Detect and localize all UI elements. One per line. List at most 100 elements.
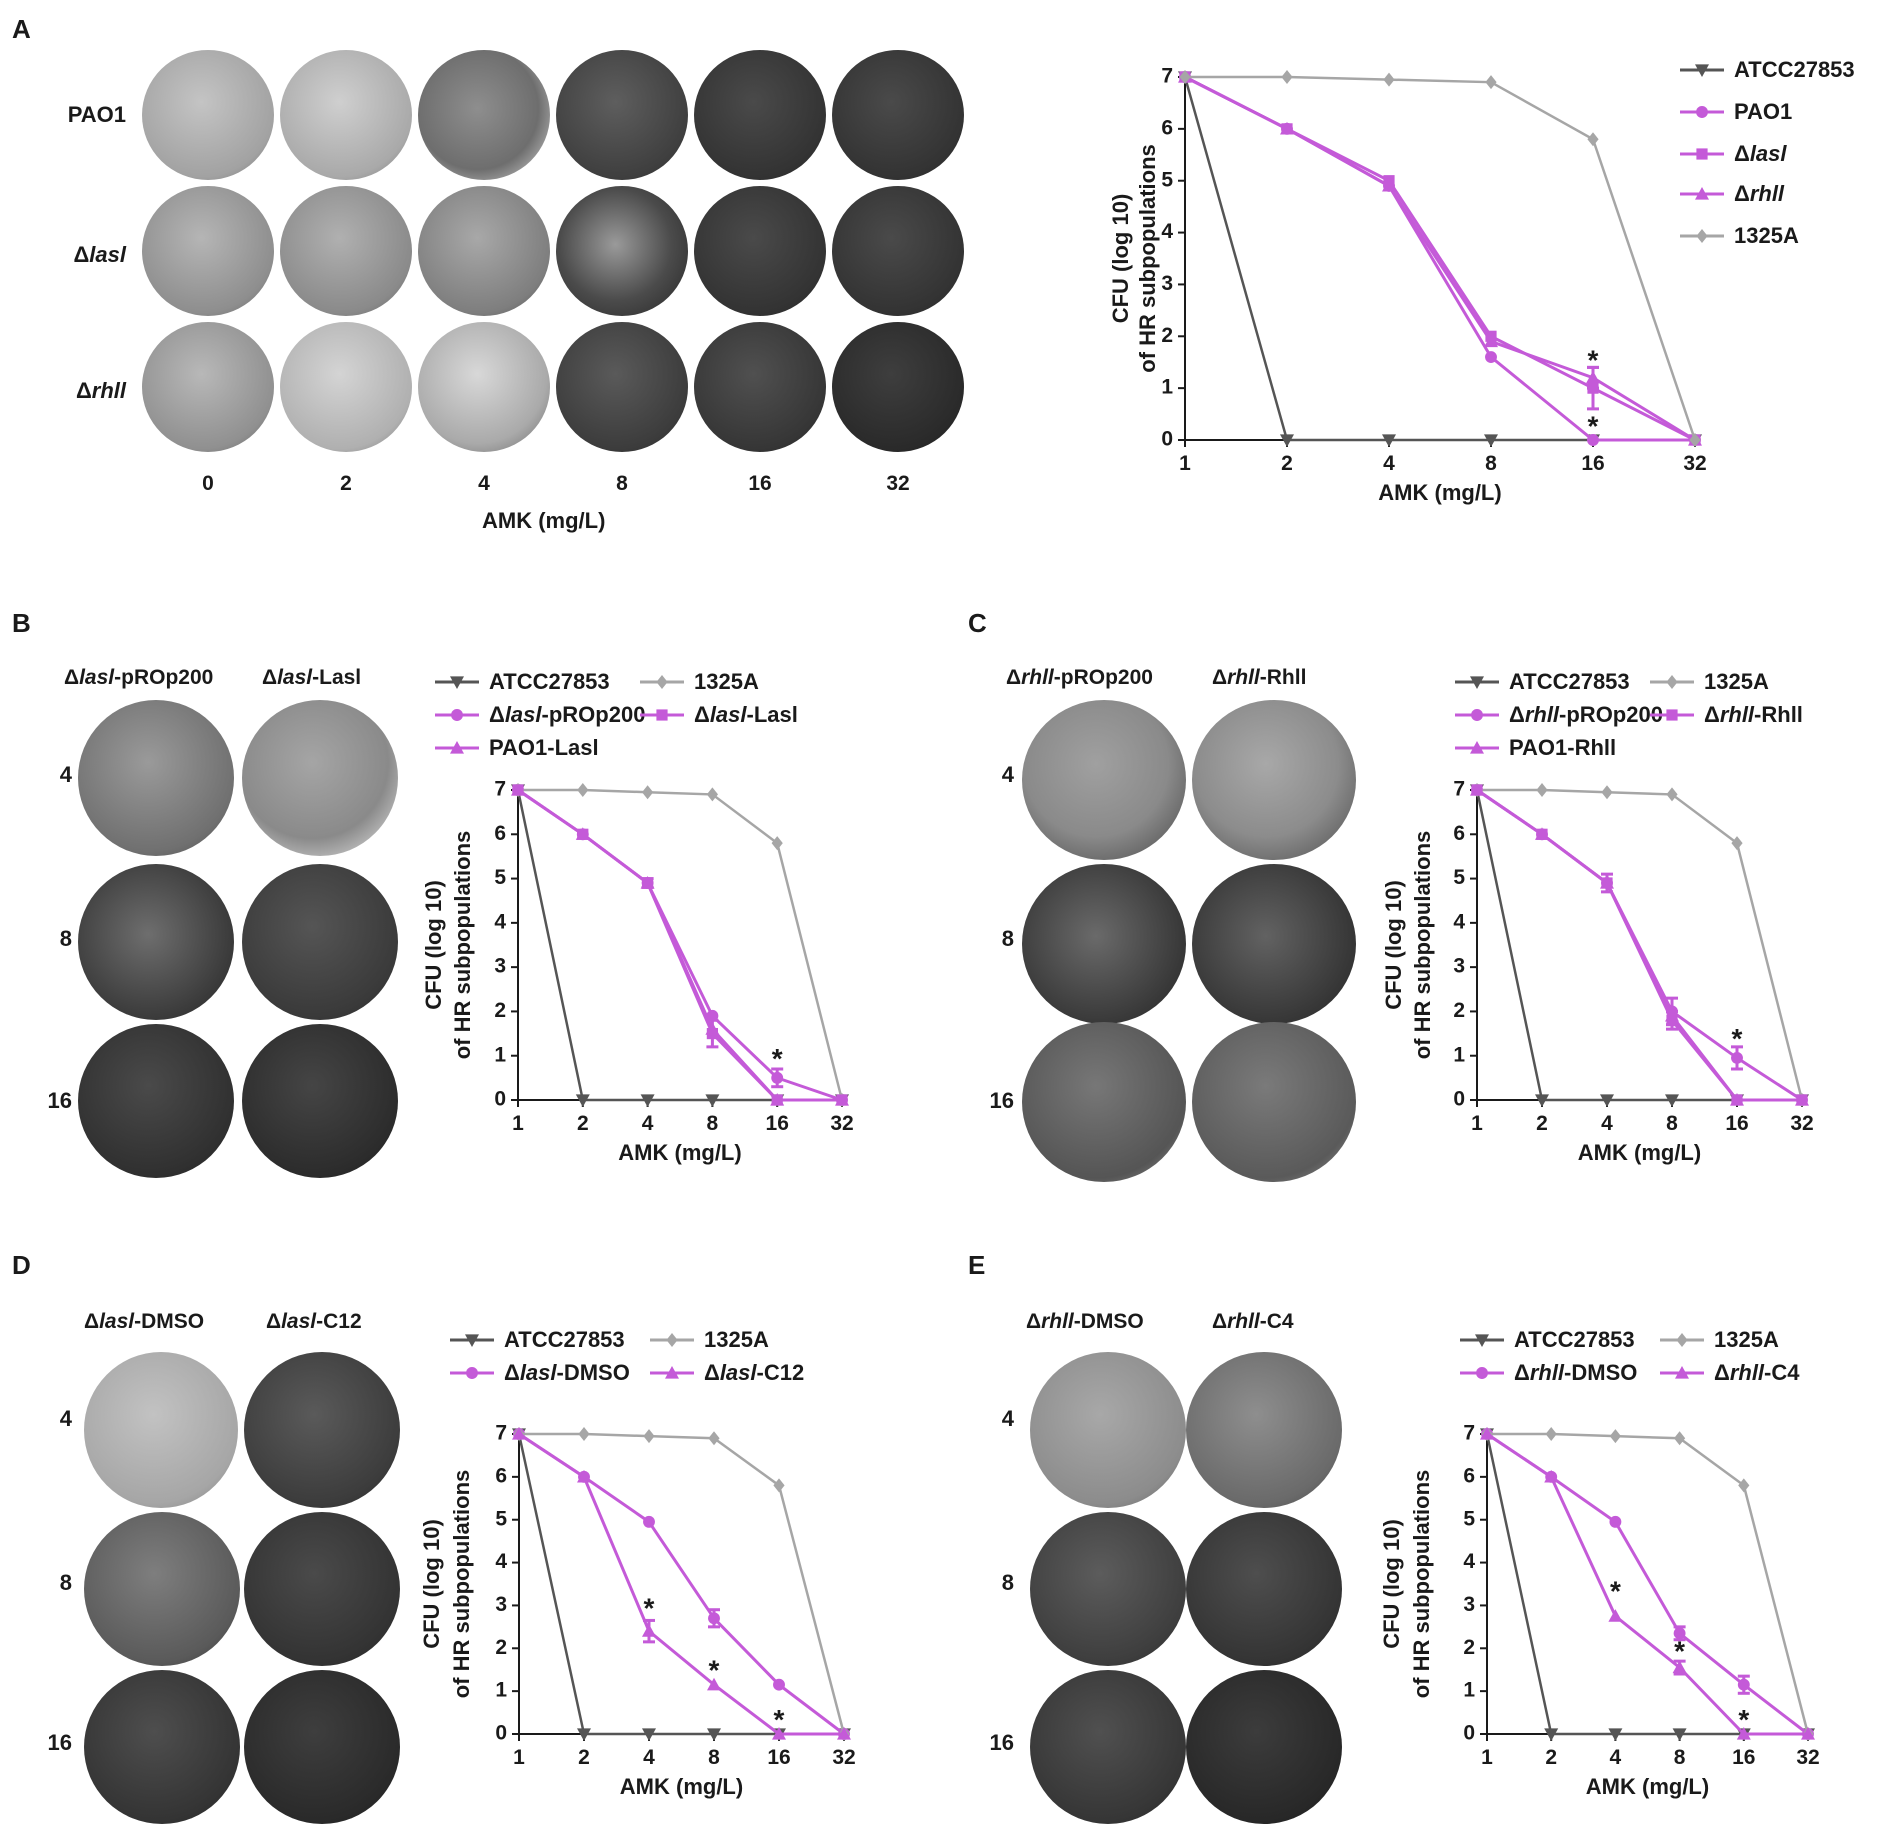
chart-e-ytick-label-0: 0	[1463, 1722, 1475, 1745]
chart-a-legend-2-label: PAO1	[1734, 99, 1792, 124]
chart-b-series-3-line	[517, 788, 842, 1102]
plate-lasl-16	[694, 186, 826, 316]
chart-d-legend-4-label: Δlasl-C12	[704, 1360, 804, 1385]
chart-e-series-2-line	[1486, 1432, 1809, 1736]
chart-b-series-4-line	[518, 788, 844, 1101]
chart-d-series-4-point-2	[577, 1469, 591, 1483]
chart-c-series-1-point-4	[1665, 1094, 1679, 1107]
chart-c-legend-5-label: Δrhll-Rhll	[1704, 702, 1803, 727]
chart-b-series-4-point-3	[642, 785, 654, 800]
col-head-b-1: Δlasl-pROp200	[64, 666, 214, 689]
chart-d-xtick-label-2: 2	[578, 1746, 590, 1769]
chart-a-legend-1-label: ATCC27853	[1734, 57, 1855, 82]
chart-d-series-1-point-3	[642, 1728, 656, 1741]
chart-d-xtick-label-16: 16	[767, 1746, 790, 1769]
conc-label-4: 4	[478, 472, 490, 495]
chart-a-y-title-2: of HR subpopulations	[1135, 144, 1160, 373]
chart-a-series-3-line	[1184, 75, 1696, 442]
plate-d-r3c1	[84, 1670, 240, 1824]
chart-d-y-title-1: CFU (log 10)	[419, 1519, 444, 1649]
row-label-d-8: 8	[59, 1570, 72, 1595]
chart-a-xtick-label-4: 4	[1383, 452, 1395, 475]
chart-a-series-4-point-2	[1280, 121, 1294, 135]
plate-d-r1c1	[84, 1352, 238, 1508]
chart-b-series-5-point-3	[642, 877, 654, 889]
chart-a-series-1-point-2	[1280, 434, 1294, 447]
chart-a-legend-4-marker	[1695, 187, 1709, 200]
chart-b-legend-1-label: ATCC27853	[489, 669, 610, 694]
plate-rhll-16	[694, 322, 826, 452]
chart-e-series-1-point-3	[1608, 1728, 1623, 1741]
chart-e-ytick-label-6: 6	[1463, 1464, 1475, 1487]
chart-e-legend-4-label: Δrhll-C4	[1714, 1360, 1800, 1385]
plate-rhll-32	[832, 322, 964, 452]
panel-letter-c: C	[968, 608, 987, 638]
chart-c-series-5-point-5	[1731, 1094, 1743, 1106]
panel-letter-a: A	[12, 14, 31, 44]
chart-b-xtick-label-8: 8	[707, 1112, 719, 1135]
chart-d-series-4-point-5	[772, 1727, 786, 1740]
chart-e-series-4-point-3	[1608, 1609, 1623, 1622]
plates-x-title: AMK (mg/L)	[482, 508, 606, 533]
chart-c-series-5-point-6	[1796, 1094, 1808, 1106]
chart-d-xtick-label-4: 4	[643, 1746, 655, 1769]
chart-c-legend-2-label: Δrhll-pROp200	[1509, 702, 1663, 727]
chart-c-x-title: AMK (mg/L)	[1578, 1140, 1701, 1165]
chart-a-series-5-point-3	[1383, 72, 1395, 87]
chart-d-ytick-label-3: 3	[495, 1593, 507, 1616]
chart-e-series-3-line	[1487, 1432, 1810, 1735]
chart-d-legend-1-marker	[465, 1334, 479, 1347]
chart-a-series-4-line	[1184, 75, 1696, 442]
chart-b-series-1-point-3	[640, 1094, 655, 1107]
plate-c-r2c1	[1022, 864, 1186, 1024]
chart-d-series-1-line	[517, 1433, 844, 1736]
plate-rhll-4	[418, 322, 550, 452]
panel-letter-b: B	[12, 608, 31, 638]
chart-a-series-4-point-4	[1484, 334, 1498, 348]
chart-d-legend-2-label: Δlasl-DMSO	[504, 1360, 630, 1385]
chart-e-ytick-label-5: 5	[1463, 1507, 1475, 1530]
chart-b-legend-5-marker	[656, 709, 668, 721]
chart-a-xtick-label-8: 8	[1485, 452, 1497, 475]
plate-e-r3c2	[1186, 1670, 1342, 1824]
chart-b-series-5-point-4	[706, 1027, 718, 1040]
chart-d-series-2-line	[518, 1432, 845, 1736]
chart-d-annotation-1: *	[644, 1593, 655, 1624]
plate-pao1-16	[694, 50, 826, 180]
chart-e-legend-1-label: ATCC27853	[1514, 1327, 1635, 1352]
col-head-e-1: Δrhll-DMSO	[1026, 1310, 1144, 1333]
chart-b-xtick-label-16: 16	[766, 1112, 789, 1135]
chart-c-legend-3-marker	[1470, 741, 1484, 754]
chart-d-series-2-point-3	[643, 1515, 655, 1528]
chart-b-ytick-label-6: 6	[494, 822, 506, 845]
chart-a-series-4-point-3	[1382, 178, 1396, 192]
plate-rhll-0	[142, 322, 274, 452]
row-label-d-16: 16	[47, 1730, 72, 1755]
col-head-c-2: Δrhll-Rhll	[1212, 666, 1307, 689]
plate-c-r3c1	[1022, 1022, 1186, 1182]
chart-c-series-1-point-2	[1535, 1094, 1549, 1107]
chart-d-series-3-point-5	[773, 1478, 785, 1493]
chart-b-series-5-point-5	[771, 1094, 783, 1106]
chart-d-legend-2-marker	[466, 1367, 478, 1379]
chart-a-series-4-point-5	[1586, 370, 1600, 384]
chart-c-annotation-1: *	[1732, 1023, 1743, 1054]
chart-a-ytick-label-3: 3	[1161, 272, 1173, 295]
col-head-d-1: Δlasl-DMSO	[84, 1310, 205, 1333]
row-label-pao1: PAO1	[67, 102, 126, 127]
chart-b-series-4-point-4	[706, 787, 718, 802]
row-label-e-4: 4	[1001, 1406, 1014, 1431]
chart-a-series-1-point-3	[1382, 434, 1396, 447]
row-label-c-8: 8	[1001, 926, 1014, 951]
chart-c-legend-1-marker	[1470, 676, 1484, 689]
chart-d-series-3-point-2	[578, 1427, 590, 1441]
chart-a-series-5-point-5	[1587, 132, 1599, 147]
chart-d-legend-3-marker	[666, 1333, 678, 1347]
chart-c-series-4-point-3	[1601, 785, 1613, 800]
chart-e-legend-3-label: 1325A	[1714, 1327, 1779, 1352]
chart-e-annotation-3: *	[1738, 1704, 1749, 1735]
chart-d-xtick-label-32: 32	[832, 1746, 855, 1769]
chart-d-series-3-line	[519, 1432, 846, 1735]
